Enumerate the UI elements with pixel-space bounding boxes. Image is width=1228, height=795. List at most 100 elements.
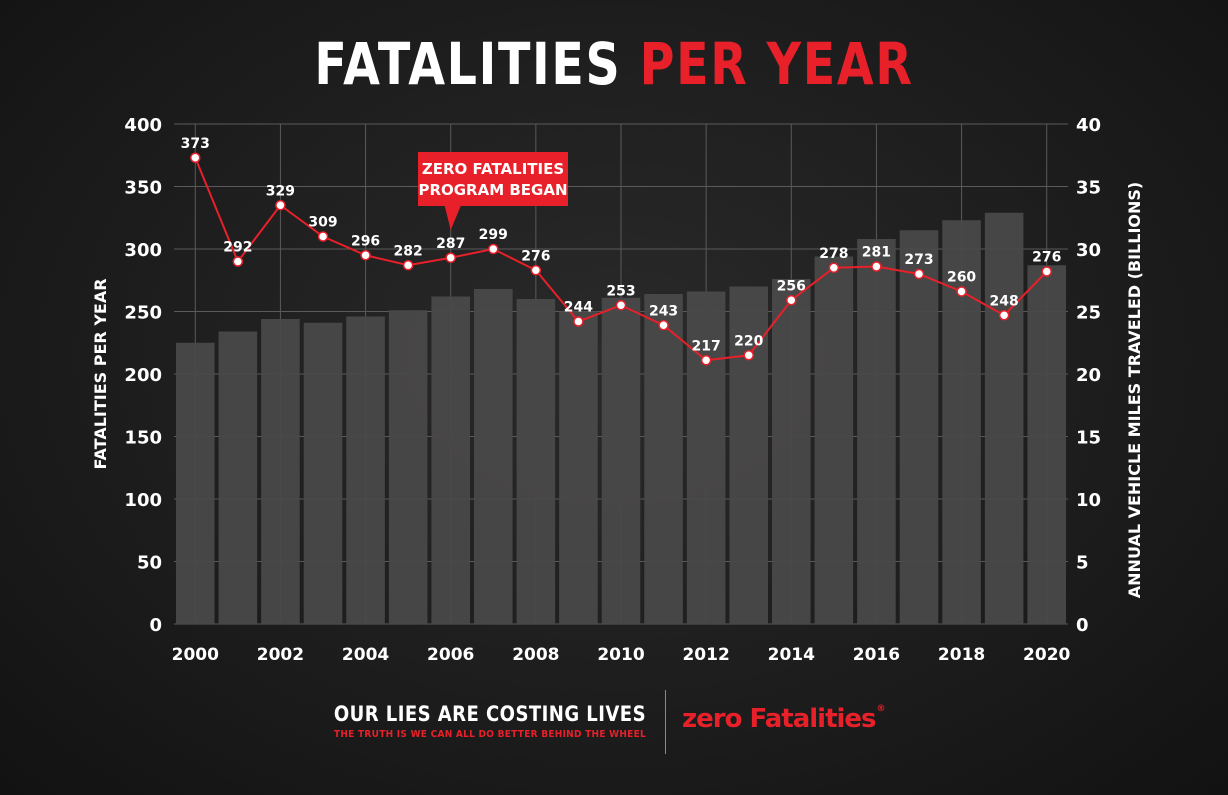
x-tick-label: 2014 <box>768 645 815 665</box>
y-left-tick-label: 250 <box>124 303 162 324</box>
vmt-bar <box>261 319 300 624</box>
fatalities-point <box>913 268 925 280</box>
footer-tagline: OUR LIES ARE COSTING LIVES <box>333 702 646 726</box>
x-tick-label: 2004 <box>342 645 389 665</box>
fatalities-point <box>275 200 286 211</box>
y-right-tick-label: 20 <box>1076 365 1101 386</box>
footer-subline: THE TRUTH IS WE CAN ALL DO BETTER BEHIND… <box>333 729 646 740</box>
y-right-tick-label: 0 <box>1076 615 1089 636</box>
fatalities-point <box>786 295 797 306</box>
fatalities-point <box>615 300 627 311</box>
data-label: 276 <box>1032 250 1061 266</box>
data-label: 292 <box>223 240 252 256</box>
vmt-bar <box>303 322 343 624</box>
vmt-bar <box>772 279 811 624</box>
data-label: 243 <box>649 303 678 319</box>
x-tick-label: 2012 <box>682 645 729 665</box>
y-right-tick-label: 40 <box>1076 115 1101 136</box>
y-left-tick-label: 400 <box>124 115 162 136</box>
data-label: 256 <box>777 278 806 294</box>
y-right-tick-label: 10 <box>1076 490 1101 511</box>
vmt-bar <box>601 297 641 624</box>
data-label: 281 <box>862 245 891 261</box>
data-label: 220 <box>734 333 763 349</box>
chart-title: FATALITIES PER YEAR <box>111 26 1118 102</box>
fatalities-point <box>871 261 882 272</box>
y-left-tick-label: 150 <box>124 428 162 449</box>
fatalities-point <box>360 250 371 261</box>
vmt-bar <box>176 342 215 624</box>
data-label: 260 <box>947 270 976 286</box>
annotation-line1: ZERO FATALITIES <box>422 160 564 178</box>
zero-fatalities-logo: zero Fatalities® <box>682 704 886 734</box>
vmt-bar <box>431 296 470 624</box>
fatalities-point <box>956 286 967 297</box>
y-left-tick-label: 100 <box>124 490 162 511</box>
y-right-tick-label: 35 <box>1076 178 1101 199</box>
vmt-bar <box>857 239 896 624</box>
annotation-callout <box>418 152 568 230</box>
fatalities-point <box>190 152 201 163</box>
x-tick-label: 2020 <box>1023 645 1070 665</box>
fatalities-point <box>1041 266 1052 277</box>
data-label: 276 <box>521 248 550 264</box>
data-label: 253 <box>606 283 635 299</box>
data-label: 329 <box>266 183 295 199</box>
data-label: 287 <box>436 236 465 252</box>
fatalities-point <box>445 252 456 263</box>
data-label: 296 <box>351 233 380 249</box>
y-right-tick-label: 30 <box>1076 240 1101 261</box>
x-tick-label: 2002 <box>257 645 304 665</box>
y-left-axis-title: FATALITIES PER YEAR <box>91 278 110 469</box>
fatalities-point <box>743 350 754 361</box>
vmt-bar <box>559 311 598 624</box>
vmt-bar <box>474 289 513 624</box>
vmt-bar <box>814 256 854 624</box>
annotation-line2: PROGRAM BEGAN <box>418 181 567 199</box>
data-label: 244 <box>564 300 593 316</box>
data-label: 373 <box>181 136 210 152</box>
x-tick-label: 2016 <box>853 645 900 665</box>
vmt-bar <box>388 310 428 624</box>
x-tick-label: 2008 <box>512 645 559 665</box>
fatalities-point <box>488 243 499 255</box>
fatalities-point <box>998 310 1010 321</box>
x-tick-label: 2010 <box>597 645 644 665</box>
logo-registered-mark: ® <box>876 704 886 714</box>
data-label: 248 <box>990 293 1019 309</box>
y-left-tick-label: 0 <box>149 615 162 636</box>
y-right-tick-label: 5 <box>1076 553 1089 574</box>
vmt-bar <box>1027 265 1066 624</box>
data-label: 282 <box>394 243 423 259</box>
vmt-bar <box>644 294 683 624</box>
fatalities-point <box>232 256 244 267</box>
x-tick-label: 2018 <box>938 645 985 665</box>
chart-title-part2: PER YEAR <box>639 30 914 98</box>
y-left-tick-label: 50 <box>137 553 162 574</box>
y-right-axis-title: ANNUAL VEHICLE MILES TRAVELED (BILLIONS) <box>1125 182 1144 598</box>
y-left-tick-label: 350 <box>124 178 162 199</box>
logo-text: zero Fatalities <box>682 704 877 734</box>
data-label: 278 <box>819 246 848 262</box>
fatalities-point <box>530 265 542 276</box>
fatalities-point <box>402 260 414 271</box>
vmt-bar <box>899 230 939 624</box>
footer-left: OUR LIES ARE COSTING LIVES THE TRUTH IS … <box>283 702 646 740</box>
fatalities-point <box>573 316 584 327</box>
fatalities-point <box>828 262 840 273</box>
x-tick-label: 2000 <box>172 645 219 665</box>
vmt-bar <box>686 291 726 624</box>
y-right-tick-label: 25 <box>1076 303 1101 324</box>
vmt-bar <box>346 316 385 624</box>
fatalities-point <box>700 355 712 366</box>
y-left-tick-label: 200 <box>124 365 162 386</box>
vmt-bar <box>984 212 1024 624</box>
vmt-bar <box>516 299 556 624</box>
chart-title-part1: FATALITIES <box>314 30 622 98</box>
data-label: 309 <box>308 215 337 231</box>
vmt-bar <box>218 331 258 624</box>
x-tick-label: 2006 <box>427 645 474 665</box>
data-label: 299 <box>479 227 508 243</box>
y-left-tick-label: 300 <box>124 240 162 261</box>
footer-divider <box>665 690 666 754</box>
